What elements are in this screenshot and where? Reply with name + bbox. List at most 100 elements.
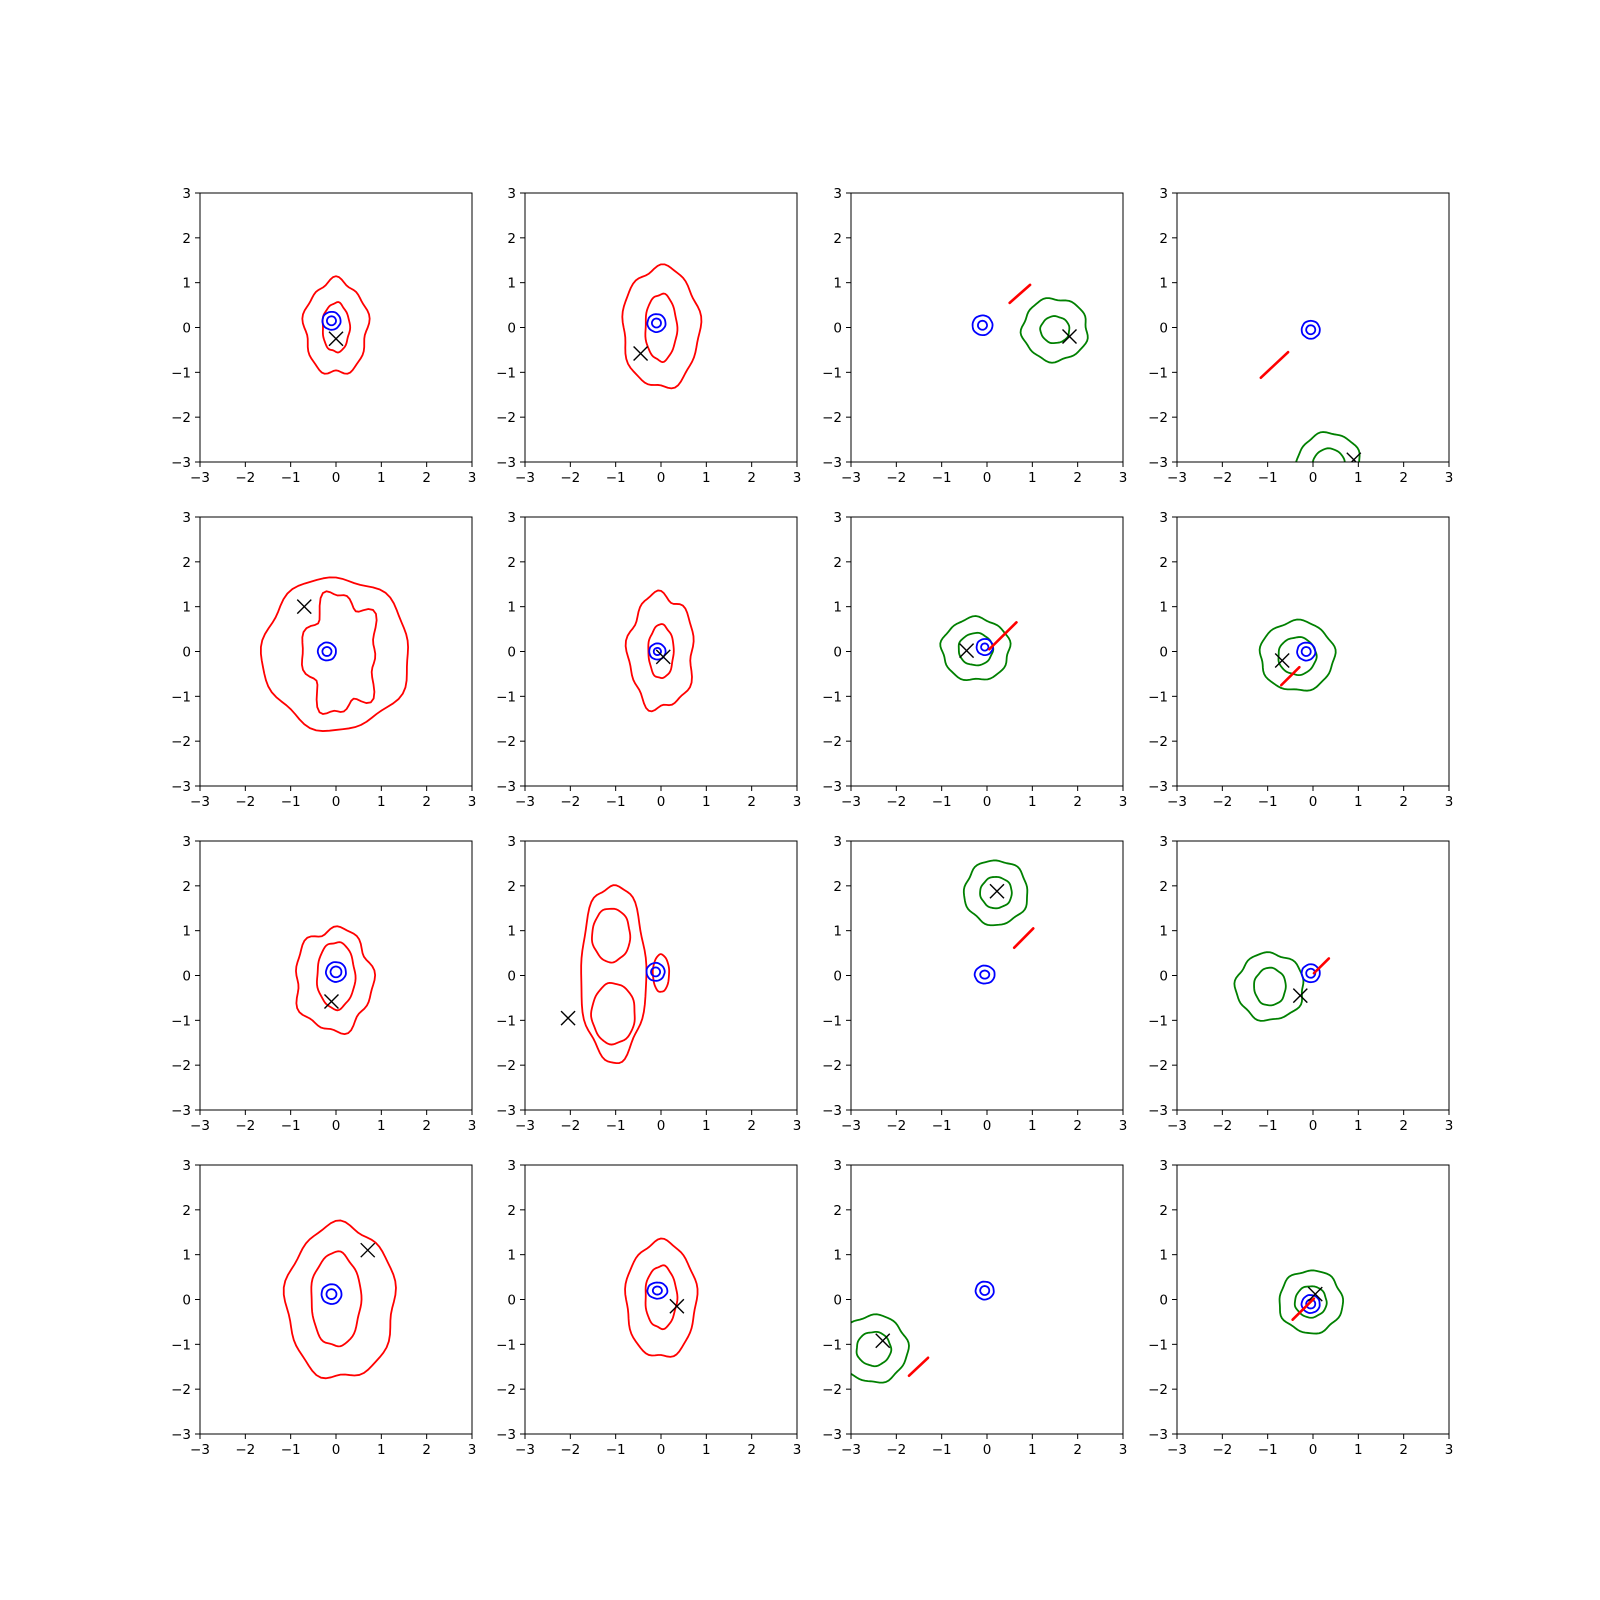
blue-contour: [1305, 967, 1317, 979]
x-tick-label: 3: [793, 1118, 802, 1134]
y-tick-label: 3: [833, 186, 842, 202]
subplot-4: −3 −2 −1 0 1 2 3 −3 −2 −1 0 1 2 3: [1148, 186, 1453, 486]
blue-contour: [320, 1283, 343, 1305]
y-tick-label: −2: [1148, 1382, 1168, 1398]
x-tick-label: −1: [932, 1442, 952, 1458]
x-tick-label: −1: [281, 470, 301, 486]
x-tick-label: 1: [1028, 1442, 1037, 1458]
blue-contour: [1300, 963, 1321, 984]
y-tick-label: −1: [496, 1337, 516, 1353]
x-tick-label: 2: [1399, 1442, 1408, 1458]
blue-contour: [646, 1281, 669, 1300]
red-contour: [282, 1219, 397, 1380]
y-tick-label: 1: [507, 276, 516, 292]
y-tick-label: −3: [822, 455, 842, 471]
green-contour: [979, 876, 1013, 910]
y-tick-label: 2: [1159, 231, 1168, 247]
y-tick-label: 2: [507, 231, 516, 247]
y-tick-label: −3: [1148, 1427, 1168, 1443]
x-tick-label: −3: [515, 1442, 535, 1458]
y-tick-label: 0: [182, 969, 191, 985]
subplot-7: −3 −2 −1 0 1 2 3 −3 −2 −1 0 1 2 3: [822, 510, 1127, 810]
y-tick-label: 0: [1159, 321, 1168, 337]
x-tick-label: 3: [468, 1118, 477, 1134]
x-tick-label: 0: [1309, 1118, 1318, 1134]
x-tick-label: −2: [1212, 1442, 1232, 1458]
y-tick-label: −2: [822, 1382, 842, 1398]
green-contour: [957, 631, 995, 667]
x-tick-label: 2: [1399, 1118, 1408, 1134]
x-tick-label: 2: [1073, 1442, 1082, 1458]
red-contour: [321, 301, 352, 354]
blue-contour: [652, 647, 662, 656]
x-tick-label: 2: [747, 1442, 756, 1458]
y-tick-label: −1: [1148, 1013, 1168, 1029]
x-tick-label: 1: [1028, 794, 1037, 810]
blue-contour: [651, 317, 662, 329]
y-tick-label: 3: [833, 1158, 842, 1174]
y-tick-label: −1: [1148, 689, 1168, 705]
x-tick-label: 1: [377, 794, 386, 810]
red-contour: [580, 884, 648, 1064]
red-contour-line: [907, 1356, 930, 1378]
y-tick-label: 3: [507, 834, 516, 850]
x-marker: [959, 643, 975, 659]
x-tick-label: −1: [1258, 794, 1278, 810]
y-tick-label: 2: [833, 555, 842, 571]
y-tick-label: 2: [1159, 879, 1168, 895]
y-tick-label: 1: [182, 276, 191, 292]
x-tick-label: 0: [332, 470, 341, 486]
x-tick-label: 1: [377, 1118, 386, 1134]
red-contour: [644, 292, 679, 364]
subplot-2: −3 −2 −1 0 1 2 3 −3 −2 −1 0 1 2 3: [496, 186, 801, 486]
x-tick-label: −3: [1167, 470, 1187, 486]
y-tick-label: 3: [833, 834, 842, 850]
x-tick-label: 3: [1445, 1118, 1454, 1134]
x-tick-label: 0: [1309, 470, 1318, 486]
red-contour-line: [1008, 283, 1032, 305]
x-tick-label: 3: [468, 794, 477, 810]
x-tick-label: −3: [190, 470, 210, 486]
x-marker: [1346, 452, 1362, 462]
y-tick-label: −2: [171, 734, 191, 750]
red-contour: [591, 907, 632, 964]
y-tick-label: 1: [182, 1248, 191, 1264]
x-tick-label: −3: [515, 470, 535, 486]
plot-area: [295, 925, 377, 1036]
y-tick-label: 1: [182, 600, 191, 616]
y-tick-label: −1: [171, 689, 191, 705]
green-contour: [1039, 315, 1071, 345]
y-tick-label: −1: [496, 1013, 516, 1029]
y-tick-label: 1: [507, 924, 516, 940]
axes-frame: [850, 516, 1124, 787]
y-tick-label: −2: [822, 734, 842, 750]
y-tick-label: −3: [171, 779, 191, 795]
subplot-15: −3 −2 −1 0 1 2 3 −3 −2 −1 0 1 2 3: [822, 1158, 1127, 1458]
x-tick-label: −2: [1212, 470, 1232, 486]
y-tick-label: 1: [1159, 1248, 1168, 1264]
y-tick-label: 0: [507, 1293, 516, 1309]
y-tick-label: 3: [1159, 834, 1168, 850]
x-tick-label: 3: [793, 1442, 802, 1458]
y-tick-label: −2: [1148, 410, 1168, 426]
x-tick-label: 0: [332, 1118, 341, 1134]
axes-frame: [524, 840, 798, 1111]
x-tick-label: 0: [657, 470, 666, 486]
blue-contour: [979, 969, 991, 980]
x-tick-label: 2: [747, 470, 756, 486]
subplot-14: −3 −2 −1 0 1 2 3 −3 −2 −1 0 1 2 3: [496, 1158, 801, 1458]
plot-area: [851, 1280, 995, 1384]
y-tick-label: 0: [182, 321, 191, 337]
x-tick-label: −3: [841, 794, 861, 810]
x-tick-label: −2: [886, 1118, 906, 1134]
x-marker: [989, 883, 1005, 899]
x-marker: [1307, 1286, 1323, 1302]
x-tick-label: 1: [1354, 470, 1363, 486]
x-tick-label: 0: [983, 1118, 992, 1134]
subplot-6: −3 −2 −1 0 1 2 3 −3 −2 −1 0 1 2 3: [496, 510, 801, 810]
y-tick-label: 1: [833, 1248, 842, 1264]
x-tick-label: −1: [281, 1442, 301, 1458]
x-tick-label: −3: [190, 1442, 210, 1458]
y-tick-label: −3: [171, 455, 191, 471]
y-tick-label: −3: [496, 1103, 516, 1119]
